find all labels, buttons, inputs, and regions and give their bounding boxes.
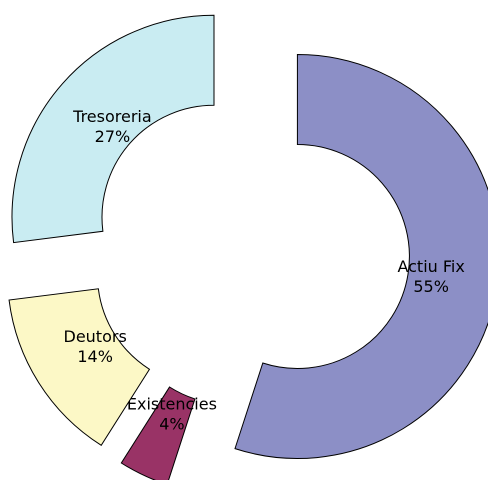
slice-value-label: 27%: [95, 127, 131, 146]
slice-value-label: 4%: [159, 414, 184, 433]
slice: [120, 386, 196, 480]
slice: [234, 54, 488, 459]
slice-label: Tresoreria: [72, 107, 152, 126]
slice-label: Deutors: [64, 327, 127, 346]
slice: [11, 14, 215, 244]
slice: [8, 288, 151, 446]
slice-label: Actiu Fix: [397, 257, 464, 276]
slice-value-label: 14%: [77, 347, 113, 366]
slice-label: Existencies: [127, 394, 217, 413]
slice-value-label: 55%: [413, 277, 449, 296]
